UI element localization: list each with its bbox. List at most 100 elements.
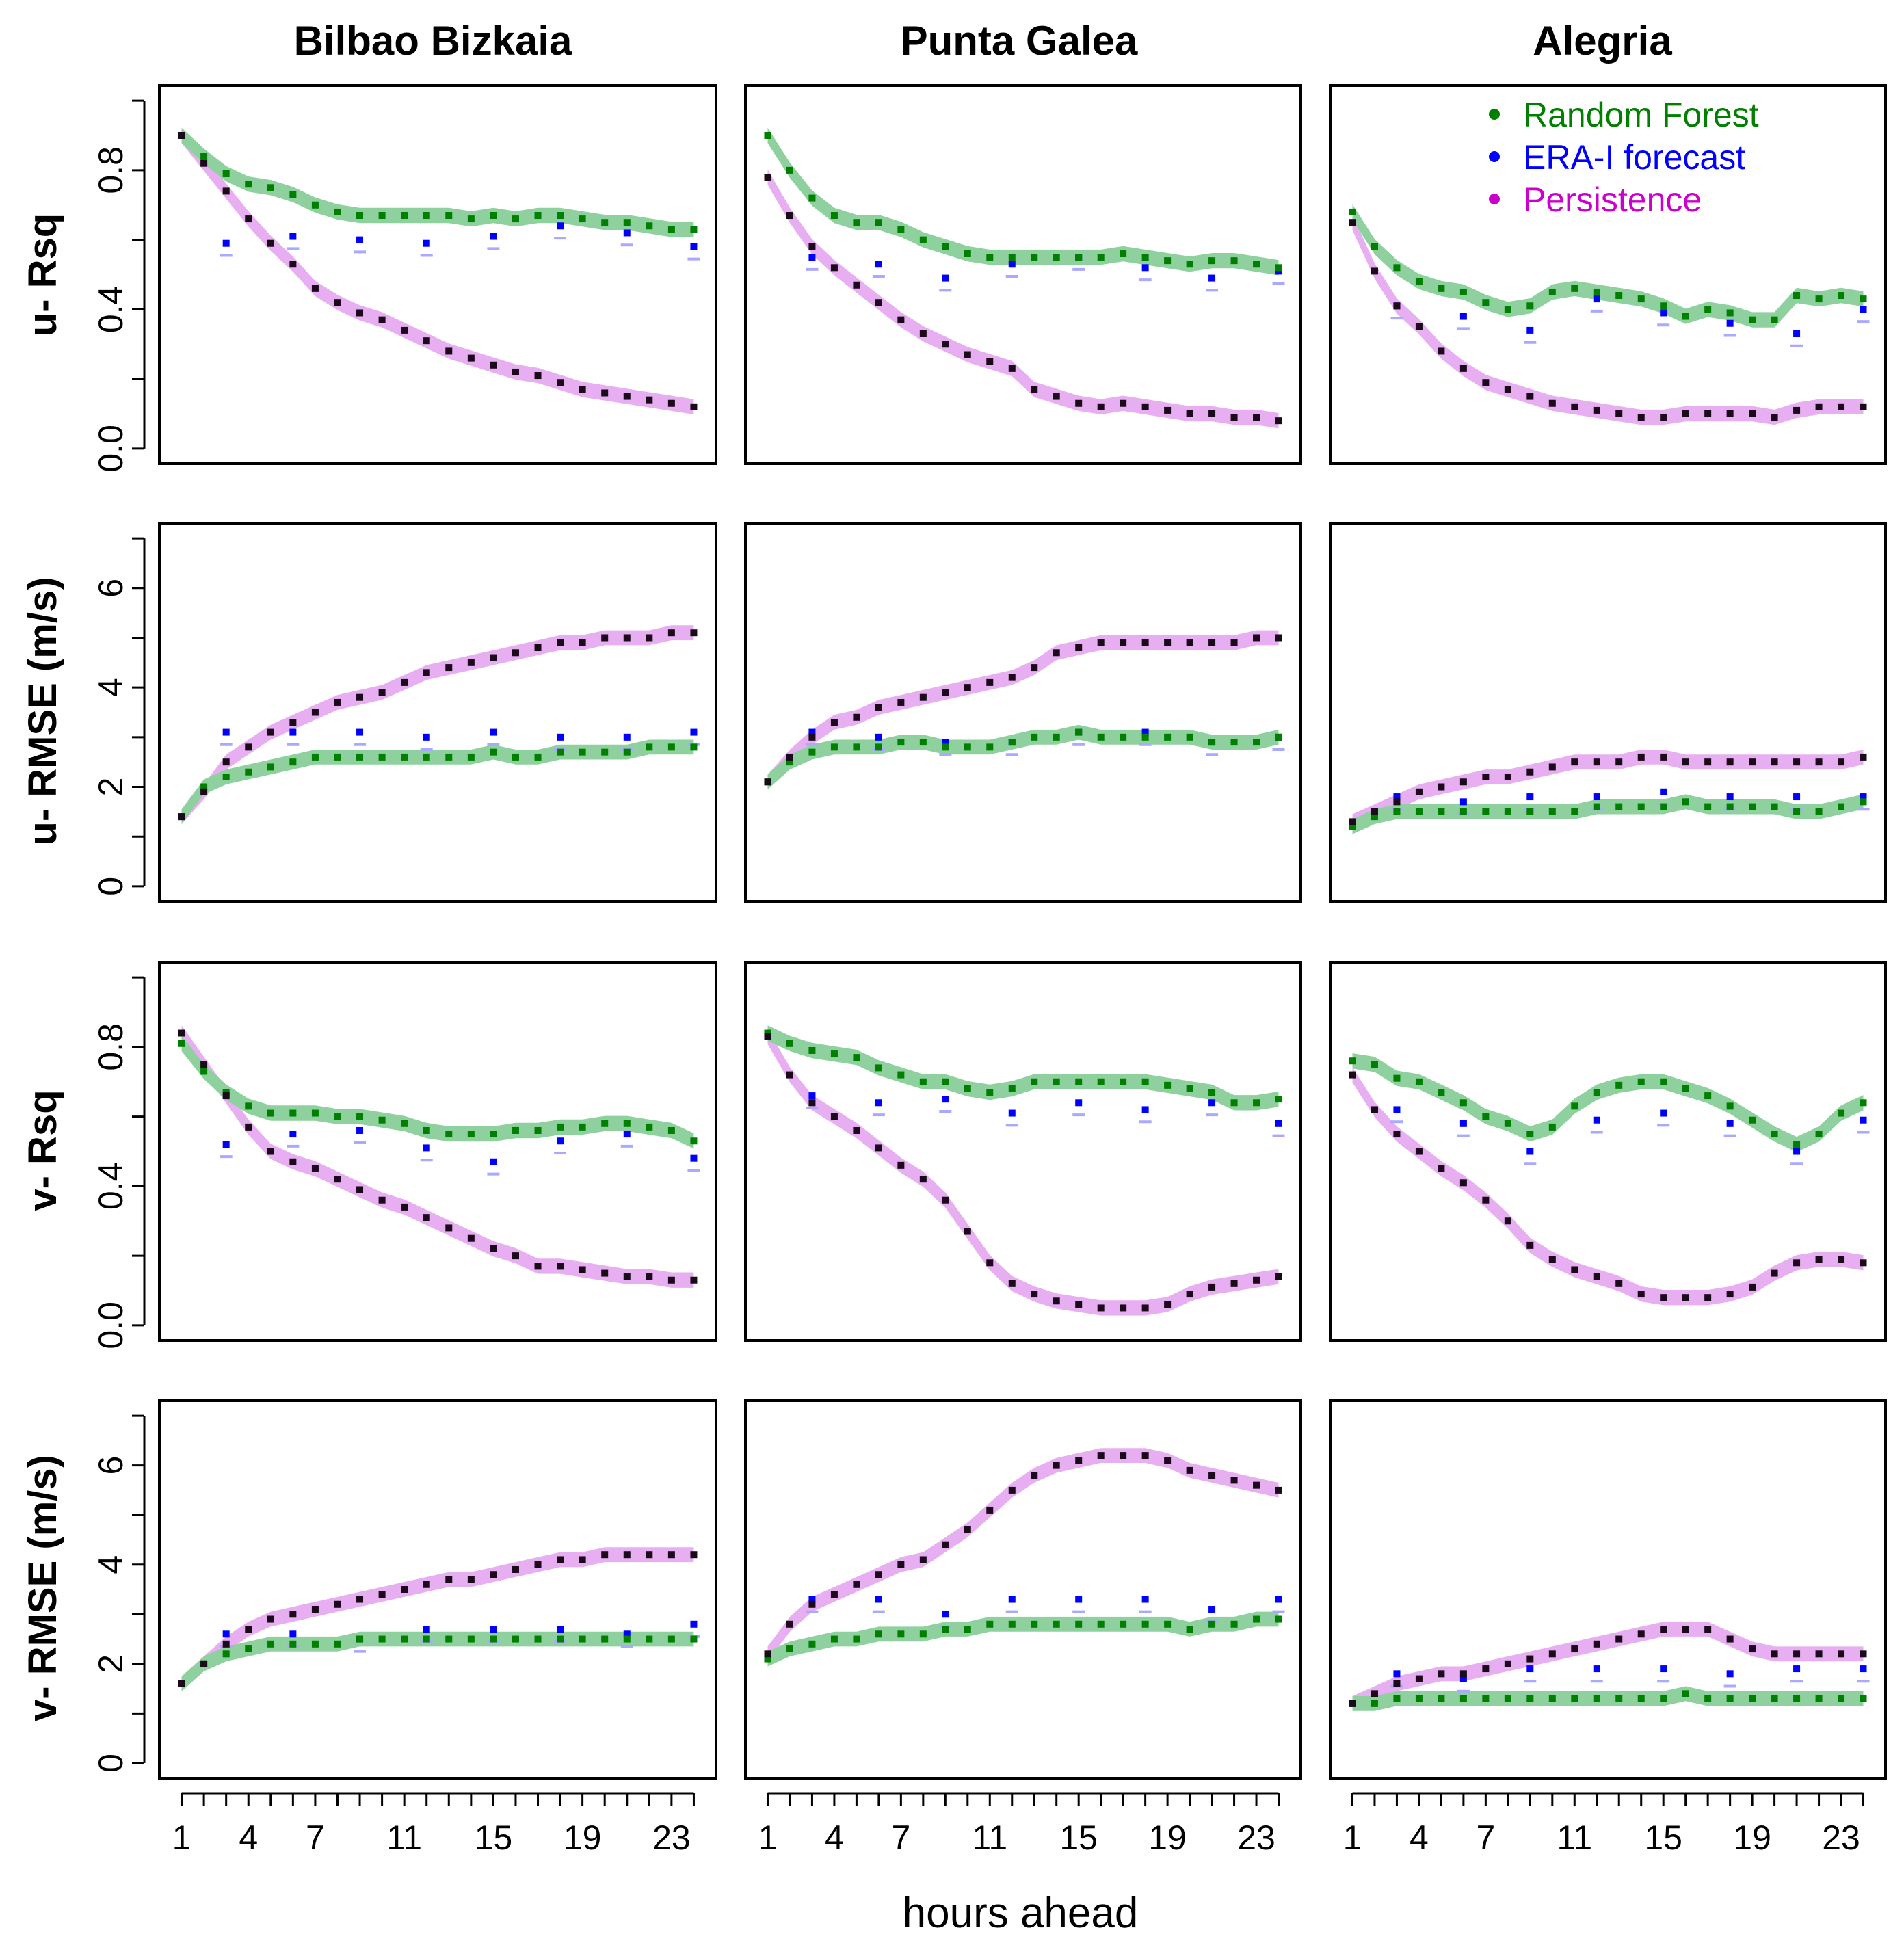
random-forest-point [1275,1096,1282,1103]
random-forest-point [334,1640,341,1648]
persistence-point [1860,753,1867,761]
persistence-point [200,1660,208,1667]
persistence-point [1571,403,1578,410]
random-forest-point [1120,250,1127,257]
random-forest-point [853,1635,860,1643]
persistence-point [1771,414,1778,421]
random-forest-point [1415,1078,1423,1085]
random-forest-point [1393,1074,1401,1082]
random-forest-point [222,1089,230,1096]
random-forest-point [245,768,252,776]
persistence-point [1660,1294,1667,1301]
random-forest-point [557,748,564,756]
random-forest-point [311,753,319,761]
random-forest-point [808,1046,816,1054]
persistence-point [808,243,816,250]
persistence-point [875,704,882,711]
random-forest-point [808,748,816,756]
random-forest-point [1660,1078,1667,1085]
era-point [1141,1106,1149,1113]
persistence-point [853,281,860,289]
random-forest-point [534,1126,542,1134]
x-tick-label: 4 [825,1819,844,1857]
random-forest-point [1548,1695,1556,1702]
y-tick-label: 0.4 [92,1163,130,1211]
persistence-point [1164,639,1172,646]
persistence-point [1571,1266,1578,1273]
persistence-point [1253,1276,1260,1284]
persistence-point [1275,634,1282,642]
persistence-point [490,654,497,661]
random-forest-point [1097,1078,1105,1085]
persistence-point [1253,414,1260,421]
era-point [875,261,882,268]
random-forest-point [1141,254,1149,261]
persistence-point [1459,1670,1467,1678]
era-point [423,733,430,741]
era-point [1726,319,1734,327]
persistence-point [1838,1650,1845,1658]
persistence-point [378,1196,386,1204]
random-forest-point [942,243,949,250]
persistence-point [764,1033,771,1040]
persistence-point [853,713,860,721]
random-forest-point [853,1054,860,1061]
persistence-point [830,719,838,726]
persistence-point [178,1680,185,1687]
persistence-point [667,1276,675,1284]
persistence-point [830,264,838,272]
random-forest-point [1253,261,1260,268]
persistence-point [690,403,698,410]
era-point [1075,1596,1083,1603]
random-forest-point [1771,316,1778,323]
x-tick-label: 19 [1733,1819,1771,1857]
random-forest-point [445,212,453,220]
era-point [942,1611,949,1618]
random-forest-point [1637,295,1645,303]
persistence-band [1352,215,1864,425]
random-forest-point [1771,1131,1778,1138]
era-point [1860,1116,1867,1124]
persistence-band [181,1547,694,1691]
y-tick-label: 0 [92,877,130,896]
random-forest-point [764,1655,771,1663]
persistence-point [334,1600,341,1608]
era-point [356,728,364,736]
random-forest-point [1860,1099,1867,1107]
random-forest-point [667,743,675,751]
era-point [222,728,230,736]
random-forest-point [1593,803,1600,810]
random-forest-point [245,1645,252,1653]
era-point [1393,1670,1401,1678]
random-forest-point [986,254,994,261]
era-point [875,1099,882,1107]
random-forest-point [830,212,838,220]
random-forest-point [1504,1120,1511,1127]
random-forest-point [1097,254,1105,261]
y-tick-label: 0.4 [92,286,130,334]
random-forest-point [1793,808,1801,815]
random-forest-point [601,748,609,756]
random-forest-point [690,226,698,233]
random-forest-point [1415,808,1423,815]
persistence-point [623,1551,631,1559]
era-point [808,1092,816,1100]
random-forest-point [1526,302,1534,310]
era-point [1275,267,1282,275]
persistence-point [1075,1301,1083,1308]
persistence-point [897,316,905,323]
row-label-v-rmse: v- RMSE (m/s) [21,1455,65,1721]
persistence-point [445,664,453,672]
random-forest-point [378,1116,386,1124]
persistence-point [267,728,274,736]
persistence-point [1075,1457,1083,1464]
random-forest-point [1141,733,1149,741]
persistence-point [1141,403,1149,410]
persistence-point [311,709,319,716]
random-forest-point [1164,733,1172,741]
persistence-point [808,1099,816,1107]
panel-r1-c1 [744,522,1302,903]
x-tick-label: 23 [1237,1819,1275,1857]
era-point [1208,274,1216,282]
random-forest-point [378,1635,386,1643]
